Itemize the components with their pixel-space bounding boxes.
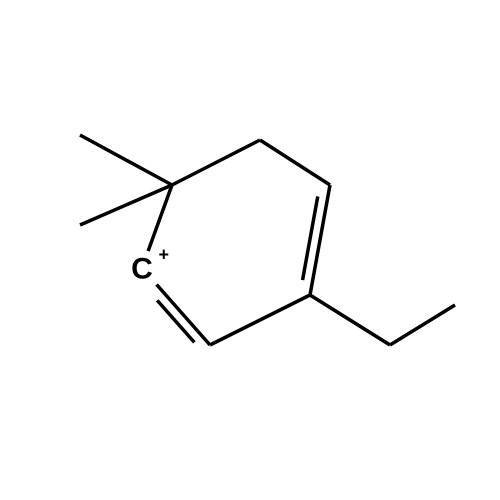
atom-label-c_plus: C [131,253,153,286]
atom-charge-c_plus: + [159,245,170,265]
chemical-structure: C+ [0,0,500,500]
